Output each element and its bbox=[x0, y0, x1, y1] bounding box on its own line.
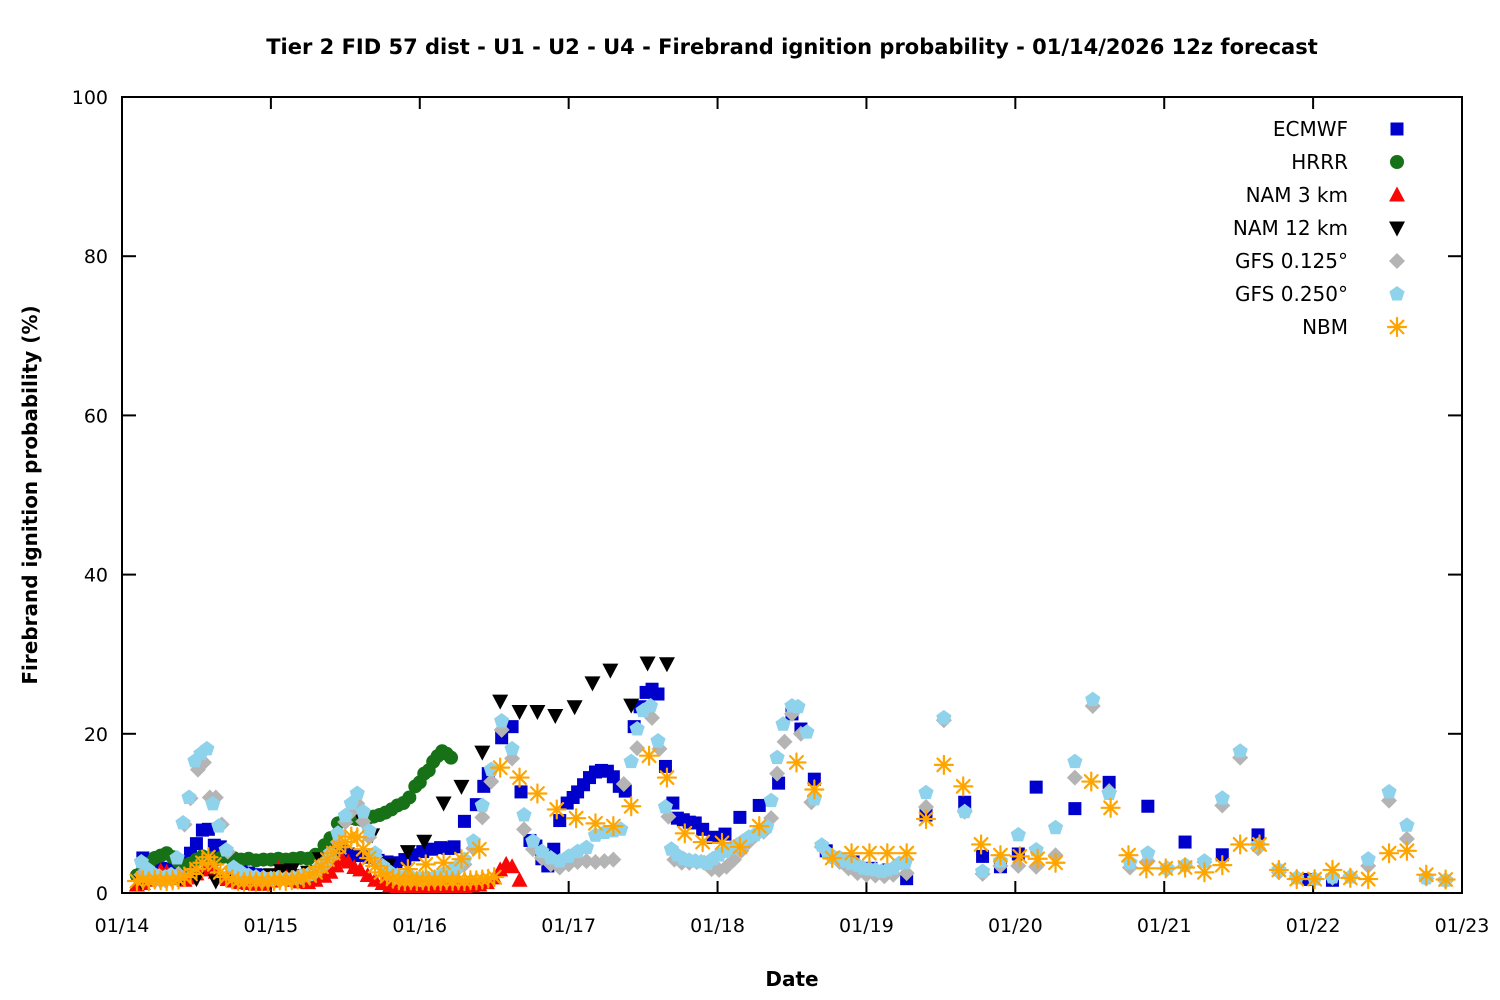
legend-entry-nam-3-km: NAM 3 km bbox=[1246, 183, 1405, 207]
x-axis-label: Date bbox=[765, 967, 818, 991]
x-tick-label: 01/19 bbox=[839, 915, 894, 937]
x-tick-label: 01/17 bbox=[541, 915, 596, 937]
y-tick-label: 80 bbox=[84, 246, 108, 268]
x-tick-label: 01/18 bbox=[690, 915, 745, 937]
legend-label: NBM bbox=[1302, 315, 1348, 339]
legend-entry-gfs-0-250-: GFS 0.250° bbox=[1235, 282, 1405, 306]
chart-title: Tier 2 FID 57 dist - U1 - U2 - U4 - Fire… bbox=[266, 35, 1318, 59]
y-tick-label: 40 bbox=[84, 565, 108, 587]
plot-frame: 01/14 01/15 01/16 01/17 01/18 01/19 01/20 01/21… bbox=[72, 87, 1490, 937]
y-tick-label: 0 bbox=[96, 883, 108, 905]
legend-label: GFS 0.250° bbox=[1235, 282, 1348, 306]
legend-entry-nbm: NBM bbox=[1302, 315, 1408, 339]
y-axis-label: Firebrand ignition probability (%) bbox=[18, 305, 42, 684]
legend-entry-ecmwf: ECMWF bbox=[1273, 117, 1404, 141]
x-tick-label: 01/22 bbox=[1286, 915, 1341, 937]
y-tick-label: 100 bbox=[72, 87, 108, 109]
legend-entry-gfs-0-125-: GFS 0.125° bbox=[1235, 249, 1405, 273]
x-tick-label: 01/16 bbox=[392, 915, 447, 937]
data-points-layer bbox=[126, 656, 1456, 894]
series-nbm bbox=[126, 745, 1456, 892]
legend-entry-nam-12-km: NAM 12 km bbox=[1233, 216, 1405, 240]
legend-label: GFS 0.125° bbox=[1235, 249, 1348, 273]
legend-entry-hrrr: HRRR bbox=[1291, 150, 1404, 174]
x-tick-label: 01/14 bbox=[95, 915, 150, 937]
legend-label: NAM 12 km bbox=[1233, 216, 1348, 240]
x-tick-label: 01/23 bbox=[1435, 915, 1490, 937]
legend-label: ECMWF bbox=[1273, 117, 1348, 141]
x-tick-label: 01/21 bbox=[1137, 915, 1192, 937]
legend-label: HRRR bbox=[1291, 150, 1348, 174]
x-tick-label: 01/20 bbox=[988, 915, 1043, 937]
legend-label: NAM 3 km bbox=[1246, 183, 1348, 207]
x-tick-label: 01/15 bbox=[244, 915, 299, 937]
series-gfs-0-250- bbox=[133, 691, 1454, 887]
legend: ECMWF HRRR NAM 3 km NAM 12 km GFS 0.125° GFS … bbox=[1233, 117, 1408, 339]
y-tick-label: 20 bbox=[84, 724, 108, 746]
y-tick-label: 60 bbox=[84, 405, 108, 427]
